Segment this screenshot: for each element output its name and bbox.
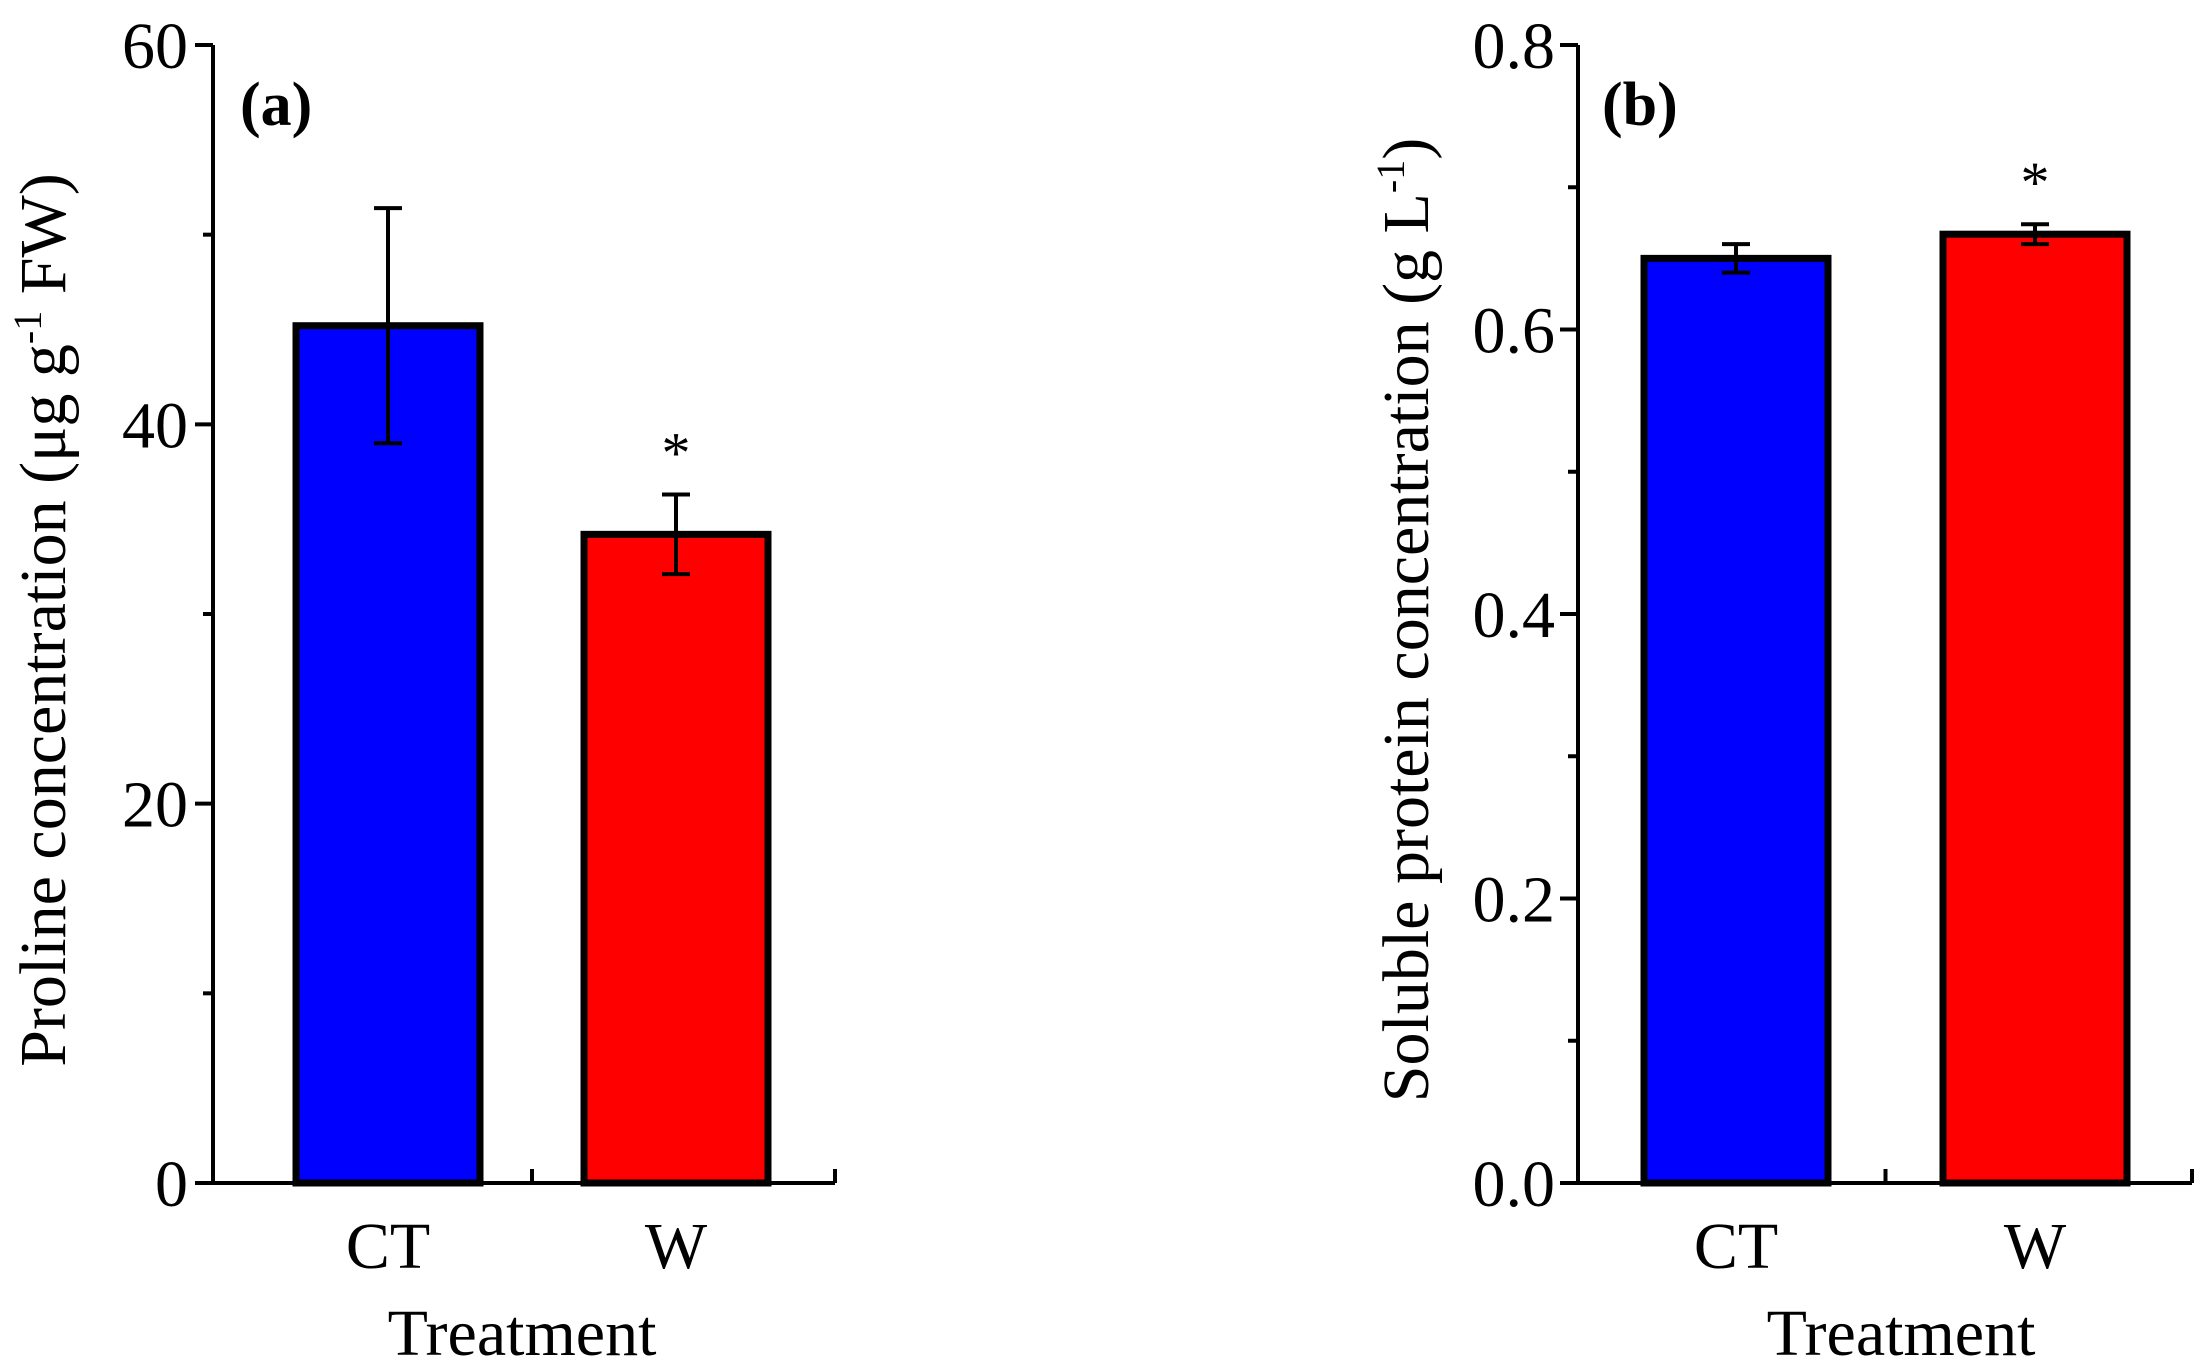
error-bar-w (2021, 222, 2049, 247)
y-axis-title: Soluble protein concentration (g L-1) (1368, 138, 1443, 1102)
y-tick-label: 0.2 (1473, 864, 1556, 937)
y-tick-label: 20 (122, 769, 188, 842)
y-tick-label: 0.6 (1473, 295, 1556, 368)
x-category-label: CT (346, 1210, 430, 1283)
panel-b: * 0.0 0.2 0.4 0.6 0.8 CT W Treatment Soluble prot… (1368, 10, 2194, 1369)
y-axis-title-superscript: -1 (1368, 160, 1413, 193)
y-tick-label: 60 (122, 10, 188, 83)
y-tick-label: 0.0 (1473, 1148, 1556, 1221)
bar-ct (292, 322, 484, 1187)
y-axis-title-main: Soluble protein concentration (g L (1370, 193, 1443, 1102)
significance-marker: * (2021, 150, 2050, 215)
y-tick-label: 40 (122, 389, 188, 462)
y-tick-label: 0 (155, 1148, 188, 1221)
panel-label: (b) (1602, 71, 1678, 139)
x-category-label: W (2004, 1210, 2067, 1283)
error-bar-ct (1722, 242, 1750, 275)
panel-a: * 0 20 40 60 CT W Treatment Proline concentratio… (5, 10, 837, 1369)
error-bar-w (662, 492, 690, 577)
error-bar-ct (374, 206, 402, 446)
bar-w (580, 530, 772, 1187)
x-axis-title: Treatment (388, 1297, 657, 1369)
y-axis-title-superscript: -1 (5, 311, 50, 344)
y-tick-label: 0.4 (1473, 579, 1556, 652)
y-axis-title: Proline concentration (μg g-1 FW) (5, 173, 80, 1067)
panel-label: (a) (240, 71, 312, 139)
bar-ct (1640, 254, 1832, 1187)
y-axis-title-tail: FW) (7, 173, 80, 310)
x-category-label: W (645, 1210, 708, 1283)
x-category-label: CT (1694, 1210, 1778, 1283)
significance-marker: * (662, 421, 691, 486)
x-axis-title: Treatment (1767, 1297, 2036, 1369)
y-axis-title-main: Proline concentration (μg g (7, 344, 80, 1067)
bar-w (1939, 230, 2131, 1187)
y-tick-label: 0.8 (1473, 10, 1556, 83)
y-axis-title-tail: ) (1370, 138, 1443, 160)
